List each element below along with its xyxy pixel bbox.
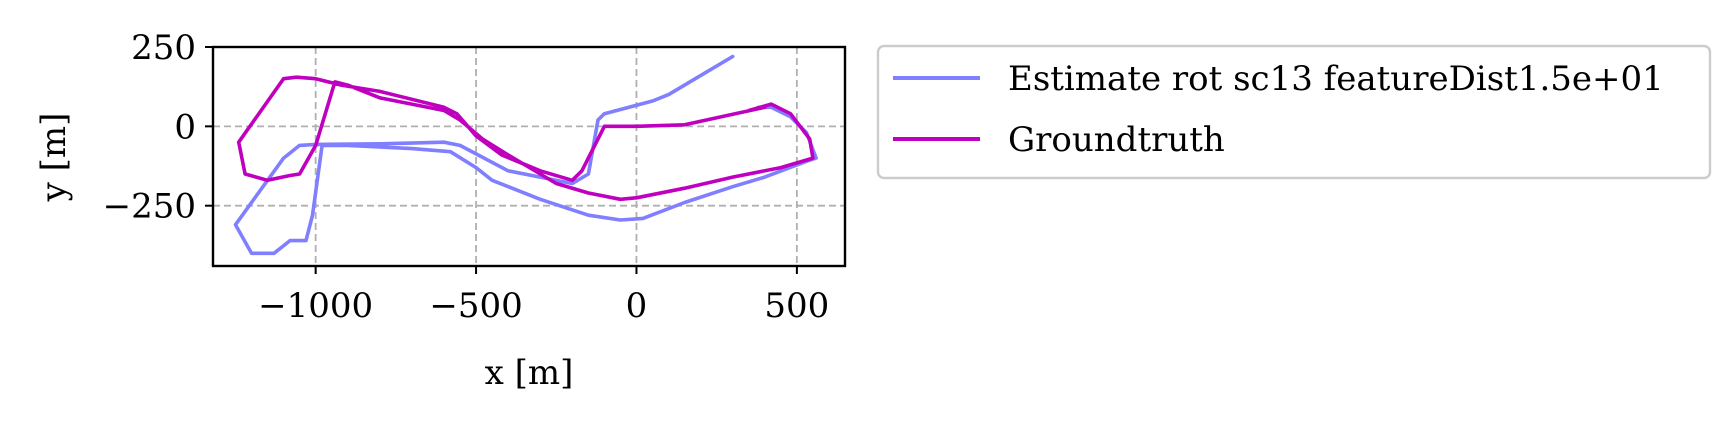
series-line-groundtruth (236, 75, 815, 202)
legend-label-estimate: Estimate rot sc13 featureDist1.5e+01 (1008, 59, 1664, 99)
x-tick-label: −500 (429, 286, 522, 326)
ticks: −1000 −500 0 500 250 0 −250 (103, 28, 830, 326)
plot-frame (211, 45, 847, 268)
x-tick-label: 0 (626, 286, 648, 326)
series-line-estimate (233, 54, 818, 256)
x-axis-label: x [m] (485, 353, 574, 393)
y-axis-label: y [m] (34, 113, 74, 203)
series-layer (233, 54, 818, 256)
legend-frame (876, 44, 1712, 180)
legend-label-groundtruth: Groundtruth (1008, 120, 1225, 160)
y-tick-label: −250 (103, 187, 196, 227)
y-tick-label: 0 (174, 107, 196, 147)
x-tick-label: 500 (764, 286, 829, 326)
x-tick-label: −1000 (258, 286, 373, 326)
legend: Estimate rot sc13 featureDist1.5e+01 Gro… (876, 44, 1712, 180)
y-tick-label: 250 (131, 28, 196, 68)
